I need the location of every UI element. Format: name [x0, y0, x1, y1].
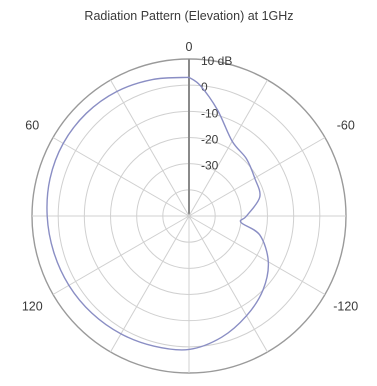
grid-spoke	[188, 215, 326, 295]
chart-title: Radiation Pattern (Elevation) at 1GHz	[84, 9, 293, 23]
radial-tick-label: 0	[201, 80, 208, 94]
grid-spoke	[52, 215, 190, 295]
grid-spoke	[188, 215, 268, 353]
grid-spoke	[110, 215, 190, 353]
angle-label: 0	[186, 40, 193, 54]
radial-tick-label: 10 dB	[201, 54, 232, 68]
grid-spoke	[110, 79, 190, 217]
pattern-series-line	[46, 76, 270, 351]
radial-tick-labels: 10 dB 0 -10 -20 -30	[201, 54, 232, 173]
angle-label: -120	[333, 300, 358, 314]
grid-spoke	[52, 137, 190, 217]
angle-labels: 0 60 -60 120 -120	[22, 40, 358, 314]
pattern-series	[46, 76, 270, 351]
radial-tick-label: -10	[201, 106, 219, 120]
angle-label: 60	[25, 119, 39, 133]
radial-tick-label: -30	[201, 159, 219, 173]
angle-label: 120	[22, 300, 43, 314]
angle-label: -60	[337, 119, 355, 133]
polar-grid	[31, 58, 347, 374]
grid-spoke	[188, 137, 326, 217]
radial-tick-label: -20	[201, 133, 219, 147]
grid-spoke	[188, 79, 268, 217]
